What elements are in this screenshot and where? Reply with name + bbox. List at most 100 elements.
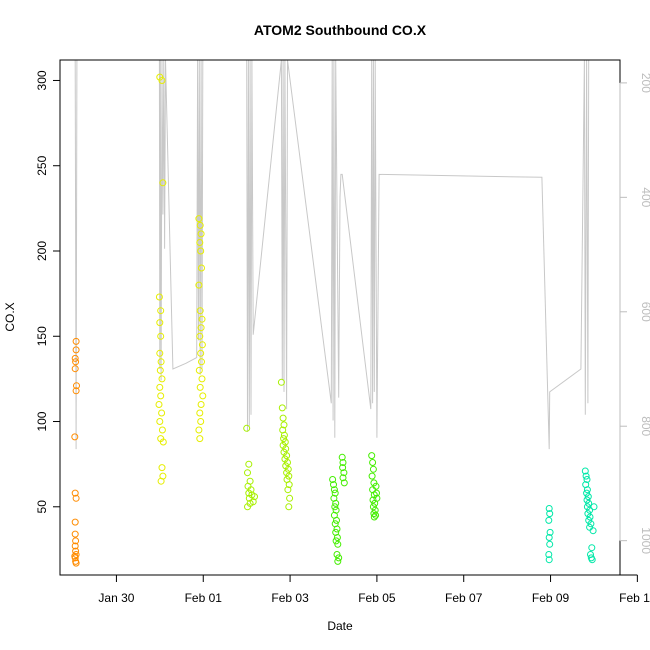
data-point [71, 489, 79, 497]
data-point [72, 494, 80, 502]
data-point [369, 459, 377, 466]
data-point [195, 426, 203, 434]
data-point [195, 366, 203, 374]
data-point [546, 510, 554, 518]
x-tick-label: Feb 11 [619, 591, 650, 605]
data-point [545, 556, 553, 564]
data-point [159, 438, 167, 446]
data-point [545, 505, 553, 512]
data-point [72, 337, 80, 345]
data-point [370, 479, 378, 487]
data-point [72, 358, 80, 366]
data-point [588, 544, 596, 552]
data-point [278, 404, 286, 412]
data-point [335, 554, 343, 562]
data-point [71, 365, 79, 373]
data-point [158, 426, 166, 434]
data-point [371, 506, 379, 514]
x-tick-label: Feb 09 [532, 591, 570, 605]
y-right-tick-label: 1000 [639, 527, 650, 554]
data-point [282, 445, 290, 453]
data-point [72, 346, 80, 354]
data-point [330, 486, 338, 494]
data-point [245, 460, 253, 468]
data-point [583, 476, 591, 483]
chart-title: ATOM2 Southbound CO.X [254, 22, 427, 38]
data-point [332, 499, 340, 507]
data-point [583, 489, 591, 497]
data-point [157, 307, 165, 315]
data-point [583, 486, 591, 494]
x-tick-label: Feb 03 [271, 591, 309, 605]
y-axis-label: CO.X [3, 302, 17, 331]
data-point [333, 525, 341, 533]
data-point [197, 324, 205, 332]
data-point [333, 551, 341, 558]
data-point [582, 472, 590, 480]
data-point [277, 378, 285, 386]
data-point [157, 332, 165, 340]
data-point [251, 493, 258, 501]
data-point [196, 409, 204, 417]
data-points-group [71, 73, 598, 567]
data-point [197, 401, 205, 408]
data-point [196, 435, 204, 443]
data-point [369, 496, 377, 504]
data-point [329, 476, 337, 483]
data-point [156, 418, 164, 425]
x-tick-label: Feb 07 [445, 591, 483, 605]
data-point [373, 494, 381, 502]
data-point [590, 503, 598, 511]
data-point [156, 319, 164, 327]
y-axis-right: 200 400 600 800 1000 [619, 73, 650, 554]
data-point [285, 481, 293, 489]
data-point [244, 469, 251, 477]
data-point [72, 551, 80, 558]
data-point [546, 540, 554, 548]
y-tick-label: 300 [35, 70, 49, 90]
data-point [334, 540, 342, 548]
data-point [332, 537, 340, 545]
data-point [585, 499, 593, 507]
x-axis: Jan 30 Feb 01 Feb 03 Feb 05 Feb 07 Feb 09 Feb … [98, 574, 650, 605]
data-point [156, 349, 164, 357]
data-point [279, 414, 287, 422]
data-point [340, 479, 348, 487]
data-point [243, 424, 251, 432]
data-point [196, 307, 204, 315]
x-tick-label: Feb 01 [185, 591, 223, 605]
overlay-line-group [74, 59, 590, 450]
data-point [158, 409, 166, 417]
data-point [71, 542, 79, 550]
data-point [284, 486, 292, 494]
data-point [331, 503, 339, 511]
y-right-tick-label: 800 [639, 416, 650, 436]
data-point [196, 383, 204, 391]
y-tick-label: 250 [35, 155, 49, 175]
data-point [197, 418, 205, 425]
data-point [340, 469, 348, 477]
data-point [71, 552, 79, 560]
data-point [280, 421, 288, 429]
data-point [588, 556, 596, 564]
data-point [73, 382, 80, 390]
plot-box [59, 59, 621, 576]
y-right-tick-label: 400 [639, 187, 650, 207]
data-point [584, 510, 592, 518]
data-point [280, 431, 288, 439]
data-point [584, 493, 592, 501]
data-point [198, 358, 205, 366]
x-axis-label: Date [327, 619, 353, 633]
data-point [72, 387, 80, 395]
data-point [71, 433, 79, 441]
data-point [330, 481, 337, 489]
data-point [283, 452, 291, 460]
data-point [156, 366, 164, 374]
data-point [284, 465, 292, 473]
data-point [71, 530, 79, 538]
data-point [195, 215, 203, 223]
data-point [196, 332, 204, 340]
x-tick-label: Jan 30 [98, 591, 134, 605]
overlay-line [74, 59, 590, 450]
